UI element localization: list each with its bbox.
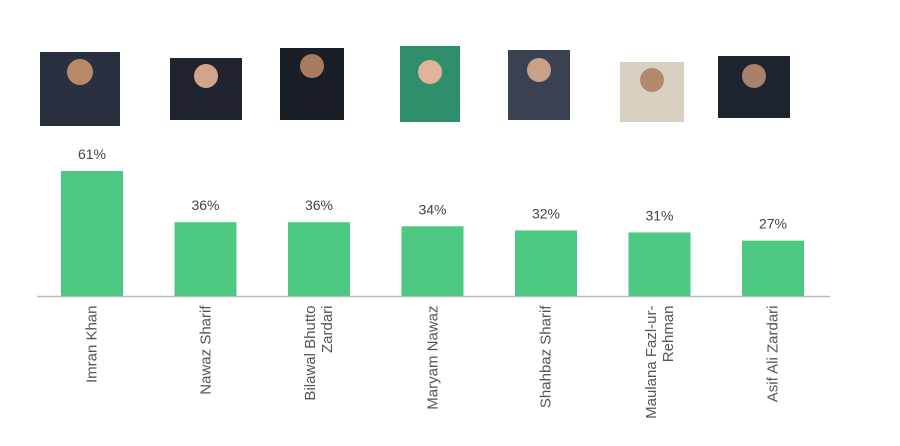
value-label: 32% [532,205,560,221]
portrait [640,68,664,92]
bar [628,232,691,296]
portrait [527,58,551,82]
bar [515,230,577,296]
portrait [418,60,442,84]
value-label: 34% [418,201,446,217]
portraits [40,46,790,126]
portrait [300,54,324,78]
portrait [742,64,766,88]
portrait [194,64,218,88]
value-label: 36% [191,197,219,213]
category-label: Bilawal Bhutto Zardari [302,305,336,401]
portrait [67,59,93,85]
value-label: 27% [759,216,787,232]
bar [742,240,804,296]
value-label: 31% [645,207,673,223]
category-label: Nawaz Sharif [197,305,214,395]
category-label: Asif Ali Zardari [764,305,782,403]
category-label: Maryam Nawaz [424,305,441,410]
category-label: Shahbaz Sharif [537,305,555,409]
category-label: Maulana Fazl-ur-Rehman [642,305,677,419]
bar [288,222,350,296]
value-label: 36% [305,197,333,213]
value-label: 61% [78,146,106,162]
bar [61,170,123,296]
bar [174,222,237,296]
bar [401,226,464,296]
category-label: Imran Khan [83,305,101,384]
